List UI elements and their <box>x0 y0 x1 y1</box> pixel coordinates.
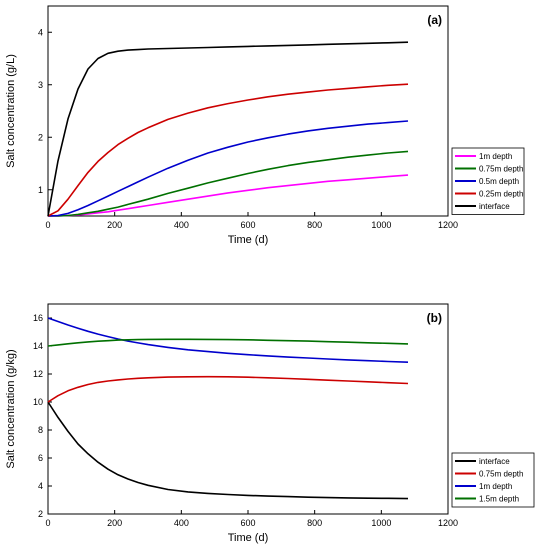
legend: interface 0.75m depth 1m depth 1.5m depth <box>451 452 535 508</box>
x-tick-label: 1000 <box>371 220 391 230</box>
legend-label: 1m depth <box>479 482 512 491</box>
y-tick-label: 3 <box>38 80 43 90</box>
legend-label: 0.75m depth <box>479 165 523 174</box>
y-tick-label: 2 <box>38 132 43 142</box>
x-tick-label: 1200 <box>438 220 458 230</box>
chart-panel-b: 0 200 400 600 800 1000 1200 2 4 6 8 10 12 14 16 Time (d… <box>5 303 535 544</box>
x-tick-label: 400 <box>174 220 189 230</box>
series-line-interface <box>47 401 409 500</box>
x-tick-label: 1200 <box>438 518 458 528</box>
series-line-0-75m-depth <box>47 375 409 403</box>
series-line-1m-depth <box>47 317 409 363</box>
legend: 1m depth 0.75m depth 0.5m depth 0.25m depth… <box>451 147 525 215</box>
x-tick-label: 200 <box>107 518 122 528</box>
y-tick-label: 10 <box>33 397 43 407</box>
x-axis-title: Time (d) <box>228 532 269 544</box>
y-tick-label: 14 <box>33 341 43 351</box>
legend-label: 0.5m depth <box>479 177 519 186</box>
y-tick-label: 6 <box>38 453 43 463</box>
y-tick-label: 12 <box>33 369 43 379</box>
legend-label: 1.5m depth <box>479 495 519 504</box>
x-tick-label: 600 <box>240 518 255 528</box>
legend-label: interface <box>479 457 510 466</box>
y-axis-title: Salt concentration (g/kg) <box>5 349 17 468</box>
x-tick-label: 400 <box>174 518 189 528</box>
series-line-1-5m-depth <box>47 338 409 347</box>
x-axis-title: Time (d) <box>228 234 269 246</box>
y-tick-label: 2 <box>38 509 43 519</box>
series-line-interface <box>47 41 409 217</box>
x-tick-label: 0 <box>45 220 50 230</box>
x-tick-label: 0 <box>45 518 50 528</box>
y-axis-title: Salt concentration (g/L) <box>5 54 17 168</box>
y-tick-label: 4 <box>38 27 43 37</box>
series-line-0-25m-depth <box>47 83 409 217</box>
legend-label: 0.75m depth <box>479 470 523 479</box>
x-tick-label: 200 <box>107 220 122 230</box>
series-line-0-75m-depth <box>48 150 409 217</box>
panel-label: (a) <box>427 13 442 27</box>
panel-label: (b) <box>427 311 442 325</box>
legend-label: interface <box>479 202 510 211</box>
x-tick-label: 800 <box>307 220 322 230</box>
y-tick-label: 1 <box>38 185 43 195</box>
x-tick-label: 600 <box>240 220 255 230</box>
series-line-1m-depth <box>48 174 409 217</box>
chart-panel-a: 0 200 400 600 800 1000 1200 1 2 3 4 Time (d) Salt co… <box>5 5 525 246</box>
legend-label: 1m depth <box>479 152 512 161</box>
y-tick-label: 4 <box>38 481 43 491</box>
x-tick-label: 1000 <box>371 518 391 528</box>
series-line-0-5m-depth <box>47 120 409 217</box>
y-tick-label: 8 <box>38 425 43 435</box>
y-tick-label: 16 <box>33 313 43 323</box>
legend-label: 0.25m depth <box>479 190 523 199</box>
x-tick-label: 800 <box>307 518 322 528</box>
